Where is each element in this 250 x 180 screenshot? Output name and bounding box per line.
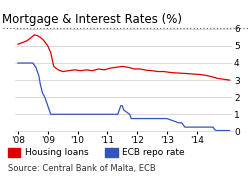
Text: Housing loans: Housing loans [25, 148, 88, 157]
Text: Mortgage & Interest Rates (%): Mortgage & Interest Rates (%) [2, 13, 182, 26]
Text: Source: Central Bank of Malta, ECB: Source: Central Bank of Malta, ECB [8, 164, 155, 173]
Text: ECB repo rate: ECB repo rate [122, 148, 185, 157]
